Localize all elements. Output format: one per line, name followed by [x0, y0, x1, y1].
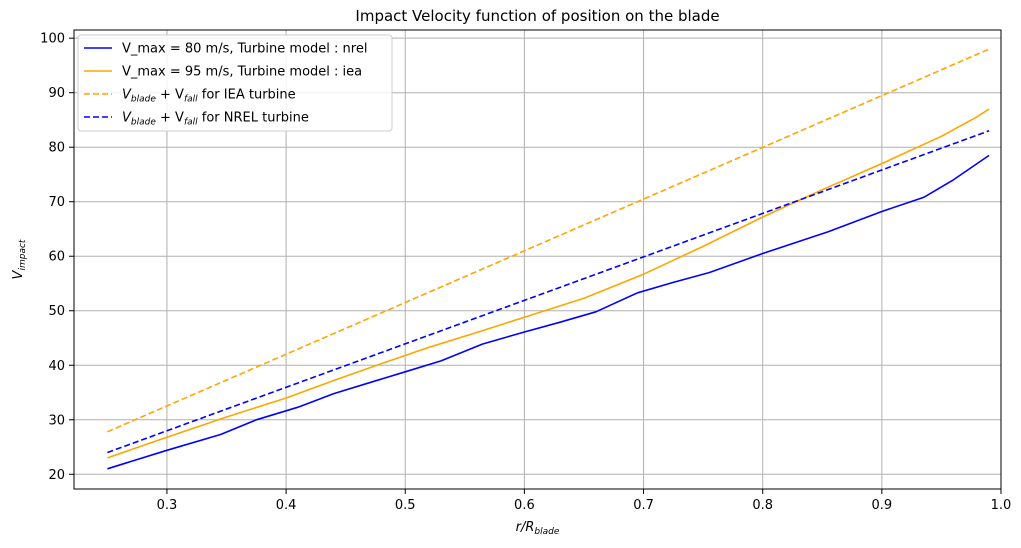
legend-label-iea-theory: Vblade + Vfall for IEA turbine — [122, 88, 296, 105]
legend-box — [77, 34, 393, 132]
y-tick-label: 80 — [48, 141, 65, 156]
legend-label-iea: V_max = 95 m/s, Turbine model : iea — [122, 65, 362, 80]
x-axis-label-main: r/R — [516, 520, 535, 535]
x-tick-label: 1.0 — [991, 498, 1012, 513]
series-lines — [107, 48, 990, 470]
x-axis-label: r/Rblade — [516, 520, 560, 537]
x-tick-label: 0.9 — [872, 498, 893, 513]
series-nrel-theory-line — [107, 130, 990, 454]
x-tick-label: 0.8 — [752, 498, 773, 513]
x-tick-label: 0.4 — [276, 498, 297, 513]
plot-frame — [73, 29, 1002, 490]
y-tick-label: 60 — [48, 250, 65, 265]
x-tick-label: 0.5 — [395, 498, 416, 513]
y-tick-label: 50 — [48, 304, 65, 319]
y-tick-label: 40 — [48, 359, 65, 374]
axis-ticks: 0.3 0.4 0.5 0.6 0.7 0.8 0.9 1.0 20 30 40 50 60 70 80 90… — [40, 32, 1011, 513]
x-tick-label: 0.6 — [514, 498, 535, 513]
series-iea-line — [107, 108, 990, 459]
x-axis-label-sub: blade — [534, 527, 559, 537]
y-tick-label: 20 — [48, 468, 65, 483]
x-tick-label: 0.3 — [157, 498, 178, 513]
series-nrel-line — [107, 154, 990, 470]
y-tick-label: 90 — [48, 86, 65, 101]
series-iea-theory-line — [107, 48, 990, 433]
y-tick-label: 30 — [48, 413, 65, 428]
grid — [74, 30, 1002, 489]
x-tick-label: 0.7 — [633, 498, 654, 513]
chart-title: Impact Velocity function of position on … — [355, 7, 719, 25]
y-tick-label: 70 — [48, 195, 65, 210]
y-tick-label: 100 — [40, 32, 65, 47]
legend: V_max = 80 m/s, Turbine model : nrel V_m… — [77, 34, 393, 132]
y-axis-label: Vimpact — [11, 239, 28, 279]
y-axis-label-sub: impact — [18, 239, 28, 270]
y-axis-label-main: V — [11, 269, 26, 279]
legend-label-nrel: V_max = 80 m/s, Turbine model : nrel — [122, 42, 367, 57]
legend-label-nrel-theory: Vblade + Vfall for NREL turbine — [122, 111, 309, 128]
